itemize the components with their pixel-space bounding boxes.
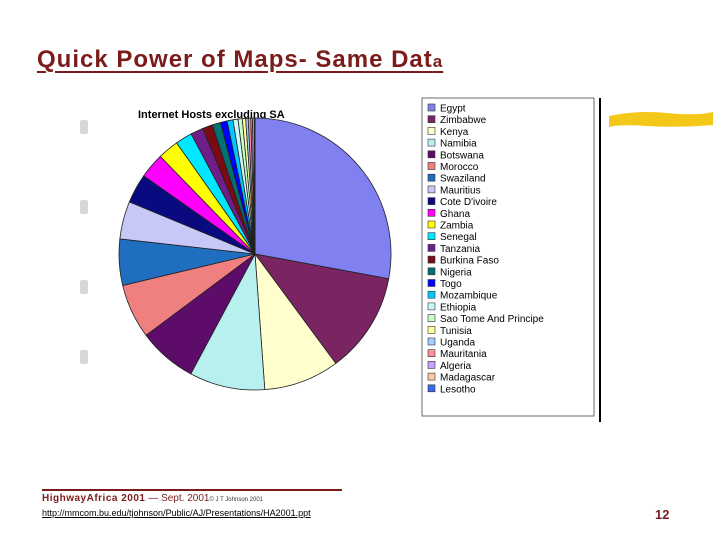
legend-label: Mauritius <box>440 185 481 196</box>
legend-label: Senegal <box>440 232 477 243</box>
legend-label: Ghana <box>440 209 470 220</box>
legend-swatch <box>427 103 436 112</box>
legend-swatch <box>427 150 436 159</box>
legend-label: Cote D'ivoire <box>440 197 497 208</box>
legend-swatch <box>427 115 436 124</box>
legend-label: Kenya <box>440 127 469 138</box>
footer-date: Sept. 2001 <box>161 493 210 504</box>
legend-label: Namibia <box>440 139 477 150</box>
legend-swatch <box>427 326 436 334</box>
highlighter-mark <box>609 112 713 127</box>
legend-label: Botswana <box>440 150 484 161</box>
legend-label: Sao Tome And Principe <box>440 314 544 325</box>
footer-credits: HighwayAfrica 2001 — Sept. 2001© J T Joh… <box>42 493 263 504</box>
legend-swatch <box>427 209 436 217</box>
pie-chart: Internet Hosts excluding SA EgyptZimbabwe… <box>118 97 601 422</box>
legend-swatch <box>427 384 436 393</box>
legend-label: Tanzania <box>440 244 480 255</box>
footer-copyright: © J T Johnson 2001 <box>209 497 264 503</box>
legend-label: Madagascar <box>440 373 496 384</box>
pie-slice-lesotho <box>253 117 256 255</box>
legend-label: Burkina Faso <box>440 256 499 267</box>
legend-swatch <box>427 127 436 135</box>
legend-swatch <box>427 197 436 205</box>
legend-label: Tunisia <box>440 326 472 337</box>
slide-title-main: Quick Power of Maps- Same Dat <box>37 46 433 73</box>
footer-brand: HighwayAfrica 2001 <box>42 493 146 504</box>
legend-label: Algeria <box>440 361 472 372</box>
legend-swatch <box>427 255 436 264</box>
legend-label: Nigeria <box>440 267 472 278</box>
pie-slice-zimbabwe <box>254 253 390 364</box>
legend-swatch <box>427 372 436 381</box>
chart-panel: Internet Hosts excluding SA Egypt Zimbabwe… <box>110 96 602 422</box>
legend-swatch <box>427 232 436 240</box>
legend-label: Egypt <box>440 104 466 115</box>
legend-swatch <box>427 361 436 369</box>
legend-swatch <box>427 162 436 170</box>
legend-swatch <box>427 337 436 346</box>
legend-label: Mozambique <box>440 291 498 302</box>
legend-swatch <box>427 244 436 252</box>
legend-label: Zimbabwe <box>440 115 487 126</box>
legend-swatch <box>427 290 436 299</box>
footer-rule <box>42 489 342 491</box>
pie-slice-egypt <box>254 117 392 280</box>
legend-label: Uganda <box>440 338 475 349</box>
legend-swatch <box>427 220 436 229</box>
legend-label: Morocco <box>440 162 479 173</box>
slide-title-tail: a <box>432 52 444 71</box>
legend-label: Togo <box>440 279 462 290</box>
slide-title: Quick Power of Maps- Same Data <box>37 46 443 74</box>
page-number: 12 <box>655 507 670 522</box>
legend-label: Mauritania <box>440 349 487 360</box>
legend-swatch <box>427 185 436 194</box>
legend-label: Swaziland <box>440 174 486 185</box>
legend-label: Lesotho <box>440 384 476 395</box>
legend-swatch <box>427 138 436 147</box>
legend-swatch <box>427 314 436 322</box>
legend-frame <box>421 97 595 417</box>
legend-swatch <box>427 279 436 287</box>
left-decoration <box>80 100 90 390</box>
legend-swatch <box>427 302 436 311</box>
legend-swatch <box>427 349 436 357</box>
legend-swatch <box>427 267 436 276</box>
legend-label: Ethiopia <box>440 302 477 313</box>
footer-url-link[interactable]: http://mmcom.bu.edu/tjohnson/Public/AJ/P… <box>42 508 311 518</box>
legend-label: Zambia <box>440 221 474 232</box>
legend-swatch <box>427 173 436 182</box>
footer-dash: — <box>145 493 162 504</box>
